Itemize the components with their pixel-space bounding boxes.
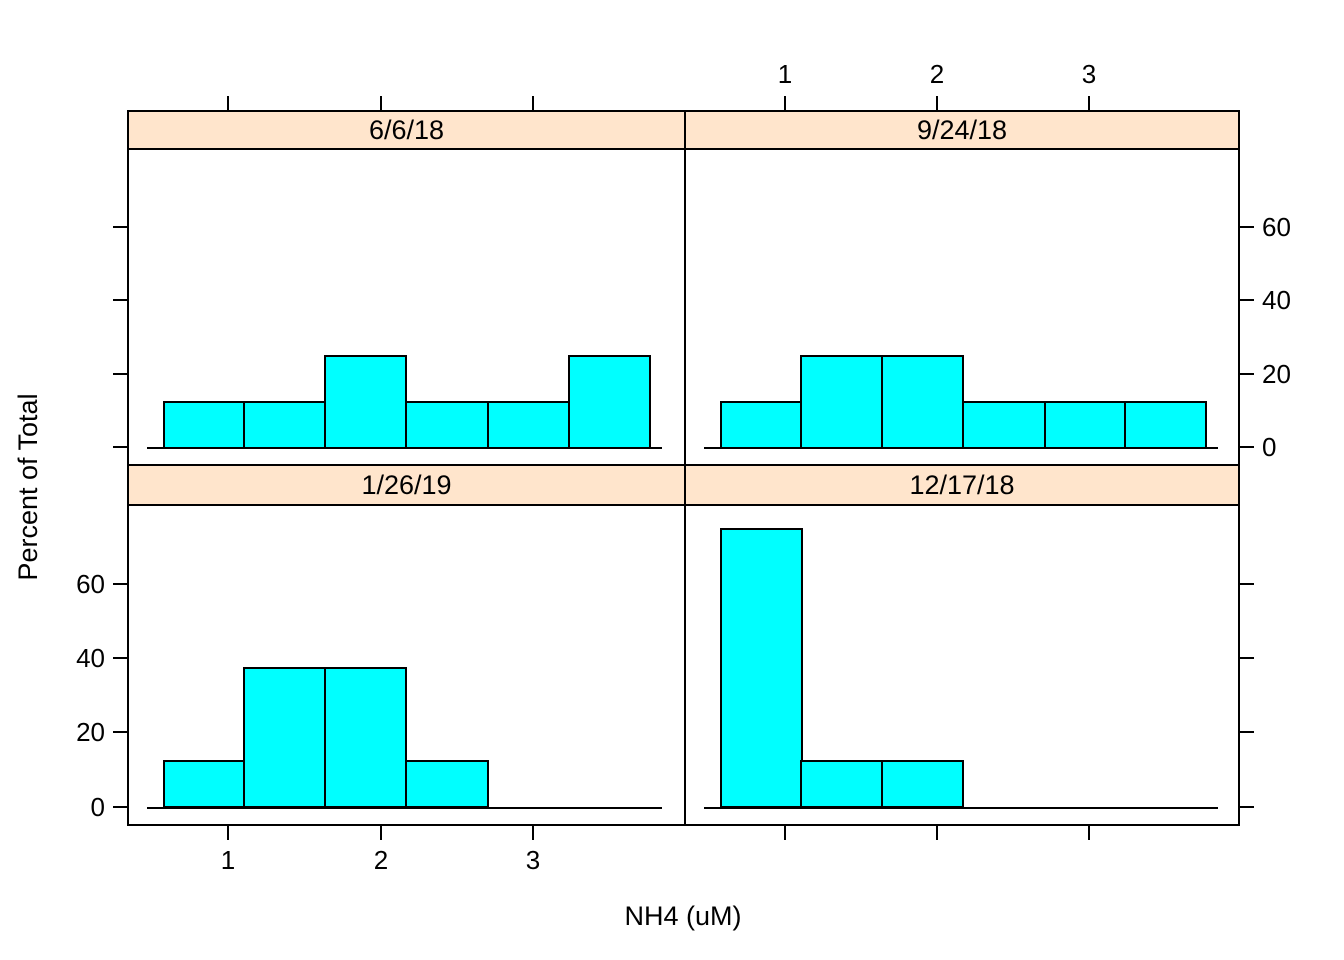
histogram-bar xyxy=(881,760,964,808)
histogram-baseline xyxy=(147,807,662,809)
histogram-bar xyxy=(243,401,326,449)
histogram-bar xyxy=(720,528,803,808)
y-axis-tick-right xyxy=(1240,373,1254,375)
x-axis-tick-top xyxy=(784,96,786,110)
panel-strip: 12/17/18 xyxy=(684,464,1240,506)
histogram-bar xyxy=(962,401,1046,449)
y-axis-tick-left xyxy=(113,446,127,448)
histogram-bar xyxy=(881,355,964,449)
histogram-bar xyxy=(1044,401,1127,449)
x-axis-tick-label-bottom: 2 xyxy=(373,845,389,875)
histogram-bar xyxy=(163,401,246,449)
panel-strip: 1/26/19 xyxy=(127,464,686,506)
x-axis-title: NH4 (uM) xyxy=(624,901,742,931)
histogram-baseline xyxy=(704,447,1218,449)
x-axis-tick-label-bottom: 1 xyxy=(220,845,236,875)
x-axis-tick-bottom xyxy=(532,826,534,840)
x-axis-tick-top xyxy=(532,96,534,110)
x-axis-tick-label-top: 1 xyxy=(777,59,793,89)
y-axis-tick-label-right: 40 xyxy=(1262,285,1291,315)
strip-label: 9/24/18 xyxy=(916,114,1008,145)
x-axis-tick-label-top: 2 xyxy=(929,59,945,89)
x-axis-tick-label-bottom: 3 xyxy=(525,845,541,875)
histogram-bar xyxy=(405,401,489,449)
x-axis-tick-bottom xyxy=(380,826,382,840)
x-axis-tick-bottom xyxy=(936,826,938,840)
y-axis-tick-label-right: 0 xyxy=(1262,432,1277,462)
y-axis-tick-left xyxy=(113,373,127,375)
histogram-bar xyxy=(405,760,489,808)
panel-strip: 9/24/18 xyxy=(684,110,1240,150)
y-axis-tick-left xyxy=(113,226,127,228)
x-axis-tick-bottom xyxy=(1088,826,1090,840)
y-axis-tick-right xyxy=(1240,806,1254,808)
histogram-bar xyxy=(163,760,246,808)
histogram-bar xyxy=(324,667,407,808)
strip-label: 1/26/19 xyxy=(361,469,452,500)
y-axis-tick-label-left: 0 xyxy=(90,792,105,822)
y-axis-tick-left xyxy=(113,806,127,808)
y-axis-tick-left xyxy=(113,657,127,659)
y-axis-title: Percent of Total xyxy=(13,393,43,581)
y-axis-tick-left xyxy=(113,731,127,733)
x-axis-tick-bottom xyxy=(784,826,786,840)
strip-label: 6/6/18 xyxy=(368,114,445,145)
y-axis-tick-right xyxy=(1240,446,1254,448)
y-axis-tick-left xyxy=(113,299,127,301)
x-axis-tick-label-top: 3 xyxy=(1081,59,1097,89)
x-axis-tick-top xyxy=(1088,96,1090,110)
y-axis-tick-right xyxy=(1240,731,1254,733)
histogram-bar xyxy=(800,760,883,808)
panel-strip: 6/6/18 xyxy=(127,110,686,150)
x-axis-tick-bottom xyxy=(227,826,229,840)
histogram-baseline xyxy=(147,447,662,449)
histogram-bar xyxy=(324,355,407,449)
y-axis-tick-label-left: 40 xyxy=(76,643,105,673)
histogram-baseline xyxy=(704,807,1218,809)
histogram-bar xyxy=(720,401,803,449)
y-axis-tick-right xyxy=(1240,226,1254,228)
histogram-bar xyxy=(487,401,570,449)
y-axis-tick-label-left: 20 xyxy=(76,717,105,747)
histogram-bar xyxy=(800,355,883,449)
histogram-bar xyxy=(243,667,326,808)
y-axis-tick-right xyxy=(1240,583,1254,585)
x-axis-tick-top xyxy=(380,96,382,110)
histogram-bar xyxy=(568,355,651,449)
y-axis-tick-label-left: 60 xyxy=(76,569,105,599)
y-axis-tick-left xyxy=(113,583,127,585)
y-axis-tick-label-right: 20 xyxy=(1262,359,1291,389)
y-axis-tick-right xyxy=(1240,657,1254,659)
y-axis-tick-right xyxy=(1240,299,1254,301)
strip-label: 12/17/18 xyxy=(909,469,1015,500)
x-axis-tick-top xyxy=(936,96,938,110)
x-axis-tick-top xyxy=(227,96,229,110)
histogram-bar xyxy=(1124,401,1207,449)
y-axis-tick-label-right: 60 xyxy=(1262,212,1291,242)
